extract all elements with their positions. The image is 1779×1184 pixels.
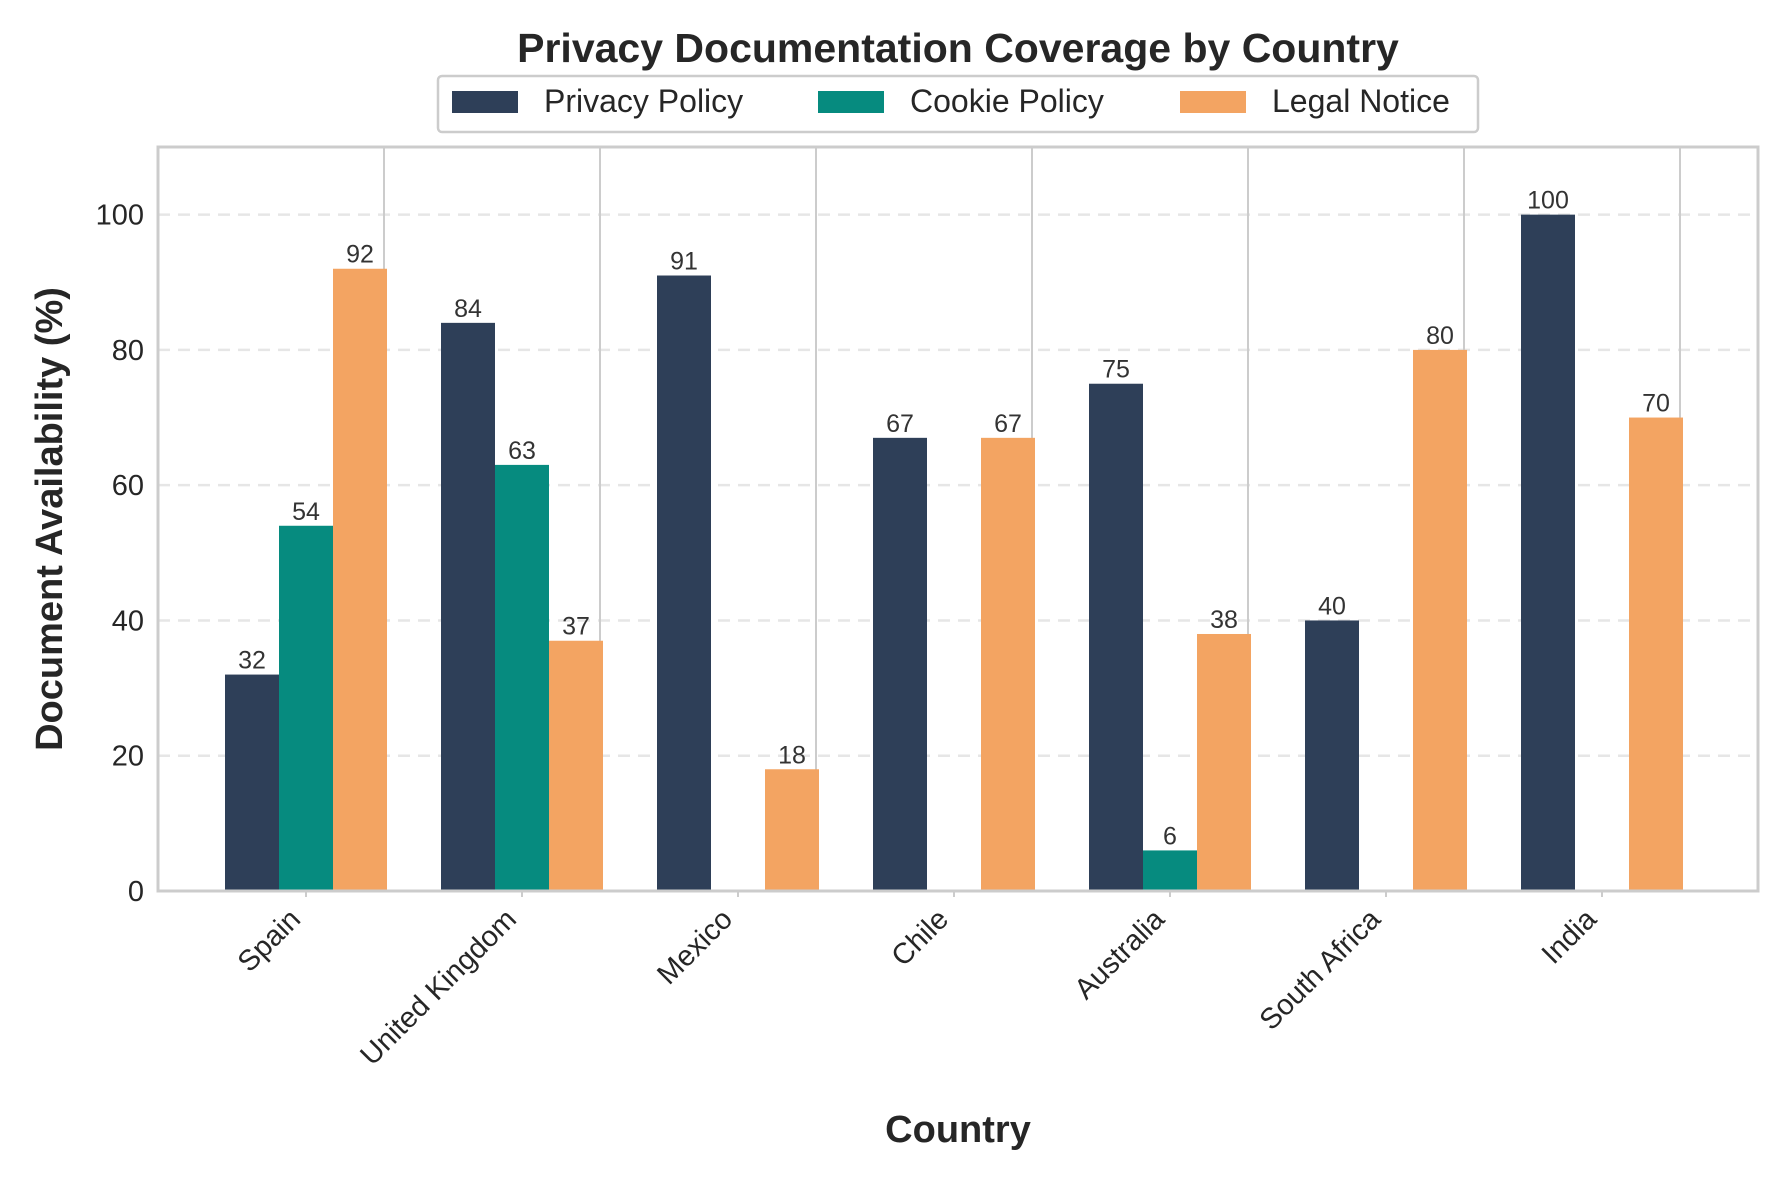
chart-title: Privacy Documentation Coverage by Countr…	[517, 25, 1399, 71]
bar-cookie-policy	[279, 525, 333, 891]
x-tick-labels: Spain United Kingdom Mexico Chile Australia S…	[232, 891, 1604, 1072]
x-tick-label: India	[1536, 903, 1604, 971]
bar-value-label: 80	[1426, 322, 1454, 350]
y-tick-label: 100	[96, 200, 144, 232]
x-axis-label: Country	[885, 1109, 1031, 1151]
bar-value-label: 70	[1642, 390, 1670, 418]
bar-value-label: 84	[454, 295, 482, 323]
bar-value-label: 92	[346, 241, 374, 269]
x-tick-label: Chile	[886, 903, 955, 972]
bars	[225, 214, 1683, 892]
bar-value-label: 63	[508, 437, 536, 465]
gridlines	[158, 147, 1758, 891]
bar-value-label: 54	[292, 498, 320, 526]
x-tick-label: South Africa	[1254, 903, 1388, 1037]
legend-label: Legal Notice	[1272, 83, 1450, 119]
x-tick-label: Spain	[232, 903, 307, 978]
y-tick-labels: 0 20 40 60 80 100	[96, 200, 144, 908]
bar-value-label: 75	[1102, 356, 1130, 384]
bar-value-label: 6	[1163, 822, 1177, 850]
bar-privacy-policy	[873, 437, 927, 891]
bar-value-label: 67	[886, 410, 914, 438]
legend-swatch-privacy-policy	[452, 91, 518, 113]
bar-value-label: 32	[238, 647, 266, 675]
plot-frame	[156, 145, 1760, 893]
legend-swatch-legal-notice	[1180, 91, 1246, 113]
bar-legal-notice	[1197, 633, 1251, 891]
bar-value-label: 67	[994, 410, 1022, 438]
legend-frame	[436, 74, 1480, 134]
bar-privacy-policy	[441, 322, 495, 891]
legend-label: Cookie Policy	[910, 83, 1104, 119]
bar-legal-notice	[1629, 417, 1683, 891]
bar-legal-notice	[765, 769, 819, 891]
bar-privacy-policy	[1089, 383, 1143, 891]
bar-value-label: 18	[778, 741, 806, 769]
legend: Privacy Policy Cookie Policy Legal Notice	[436, 74, 1480, 134]
x-tick-label: Mexico	[651, 903, 739, 991]
bar-privacy-policy	[225, 674, 279, 891]
bar-value-label: 40	[1318, 592, 1346, 620]
y-tick-label: 60	[112, 470, 144, 502]
x-tick-label: United Kingdom	[354, 903, 523, 1072]
bar-value-label: 38	[1210, 606, 1238, 634]
y-tick-label: 80	[112, 335, 144, 367]
bar-cookie-policy	[1143, 850, 1197, 891]
bar-cookie-policy	[495, 464, 549, 891]
bar-legal-notice	[333, 268, 387, 891]
y-tick-label: 20	[112, 741, 144, 773]
bar-value-label: 37	[562, 613, 590, 641]
bar-privacy-policy	[1305, 620, 1359, 891]
y-tick-label: 40	[112, 605, 144, 637]
legend-label: Privacy Policy	[544, 83, 743, 119]
bar-legal-notice	[1413, 349, 1467, 892]
bar-legal-notice	[549, 640, 603, 891]
x-tick-label: Australia	[1069, 903, 1172, 1006]
bar-value-label: 91	[670, 248, 698, 276]
y-axis-label: Document Availability (%)	[29, 287, 71, 751]
bar-privacy-policy	[1521, 214, 1575, 892]
bar-privacy-policy	[657, 275, 711, 891]
bar-value-labels: 32 84 91 67 75 40 100 54 63 6 92 37 18 67 38 80 70	[238, 187, 1670, 851]
legend-swatch-cookie-policy	[818, 91, 884, 113]
bar-value-label: 100	[1527, 187, 1569, 215]
y-tick-label: 0	[128, 876, 144, 908]
bar-legal-notice	[981, 437, 1035, 891]
